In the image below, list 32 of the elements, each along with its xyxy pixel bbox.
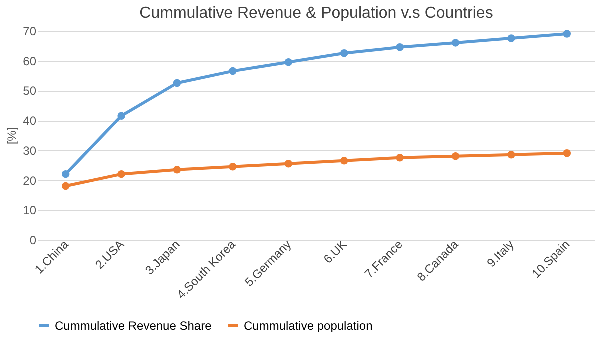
point (340, 50, 348, 58)
point (508, 34, 516, 42)
point (118, 170, 126, 178)
y-tick-label: 50 (23, 84, 37, 98)
point (229, 162, 237, 171)
y-tick-label: 20 (23, 174, 37, 188)
point (118, 112, 126, 120)
y-tick-label: 0 (30, 234, 37, 248)
legend-label: Cummulative population (244, 318, 373, 333)
point (563, 30, 572, 38)
y-tick-label: 70 (23, 24, 37, 38)
point (396, 44, 404, 52)
y-tick-label: 30 (23, 144, 37, 158)
y-tick-label: 40 (23, 114, 37, 128)
point (396, 154, 404, 162)
point (563, 150, 572, 158)
point (340, 157, 348, 165)
point (229, 67, 237, 76)
point (284, 160, 293, 168)
legend-label: Cummulative Revenue Share (55, 318, 212, 333)
point (508, 151, 516, 159)
point (173, 79, 182, 88)
point (452, 152, 460, 160)
point (62, 182, 70, 190)
y-tick-label: 60 (23, 54, 37, 68)
point (452, 39, 460, 47)
point (62, 170, 70, 178)
chart-title: Cummulative Revenue & Population v.s Countries (140, 5, 494, 22)
y-axis-title: [%] (5, 127, 20, 145)
point (284, 58, 293, 66)
point (173, 166, 182, 174)
y-tick-label: 10 (23, 204, 37, 218)
